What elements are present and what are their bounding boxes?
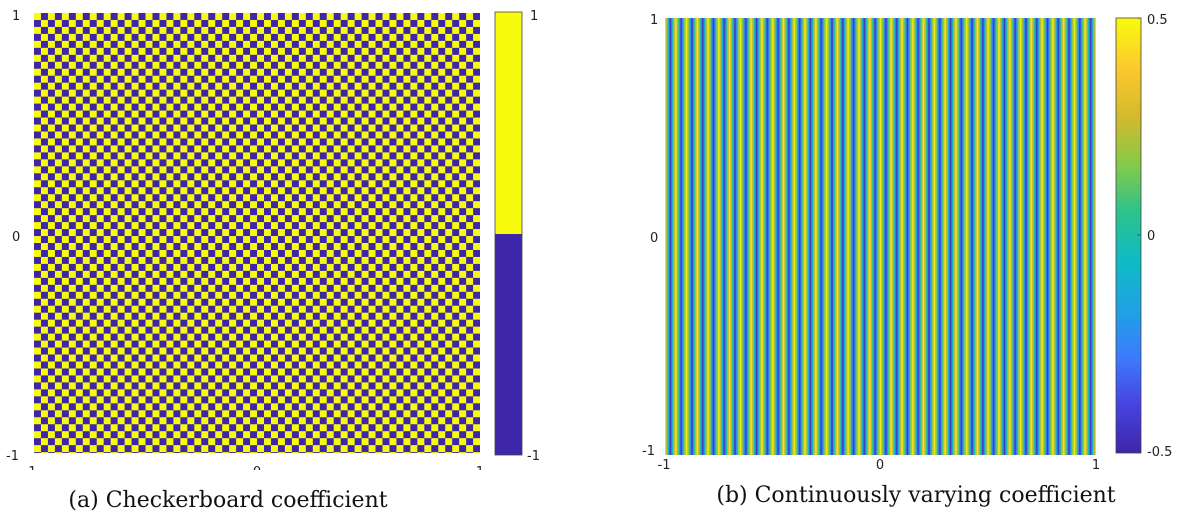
- panel-b-stripes: 1 0 -1 -1 0 1 0.5 0 -0.5: [642, 13, 1172, 470]
- b-ytick-mid: 0: [650, 231, 658, 246]
- a-ytick-mid: 0: [12, 230, 20, 245]
- figure: 1 0 -1 -1 0 1 1 -1 1 0 -1 -1 0 1 0.5 0: [6, 9, 1172, 470]
- b-colorbar-gradient: [1116, 18, 1141, 453]
- a-ytick-bottom: -1: [6, 449, 19, 464]
- b-xtick-mid: 0: [876, 458, 884, 470]
- caption-a: (a) Checkerboard coefficient: [68, 488, 388, 513]
- a-ytick-top: 1: [12, 9, 20, 24]
- caption-b: (b) Continuously varying coefficient: [716, 483, 1116, 508]
- b-xtick-left: -1: [658, 458, 671, 470]
- a-colorbar-lower: [495, 234, 522, 455]
- checkerboard-heatmap: [34, 13, 480, 453]
- a-colorbar-tick-bottom: -1: [527, 449, 540, 464]
- a-xtick-left: -1: [24, 465, 37, 470]
- panel-a-checkerboard: 1 0 -1 -1 0 1 1 -1: [6, 9, 540, 470]
- a-colorbar-upper: [495, 12, 522, 234]
- b-colorbar: 0.5 0 -0.5: [1115, 13, 1172, 460]
- b-xtick-right: 1: [1092, 458, 1100, 470]
- b-ytick-top: 1: [650, 13, 658, 28]
- a-xtick-right: 1: [476, 465, 484, 470]
- a-colorbar: 1 -1: [494, 9, 540, 464]
- b-ytick-bottom: -1: [642, 444, 655, 459]
- b-colorbar-tick-top: 0.5: [1147, 13, 1168, 28]
- b-colorbar-tick-mid: 0: [1147, 229, 1155, 244]
- a-xtick-mid: 0: [253, 465, 261, 470]
- a-colorbar-tick-top: 1: [530, 9, 538, 24]
- stripes-heatmap: [665, 18, 1096, 455]
- b-colorbar-tick-bottom: -0.5: [1147, 445, 1172, 460]
